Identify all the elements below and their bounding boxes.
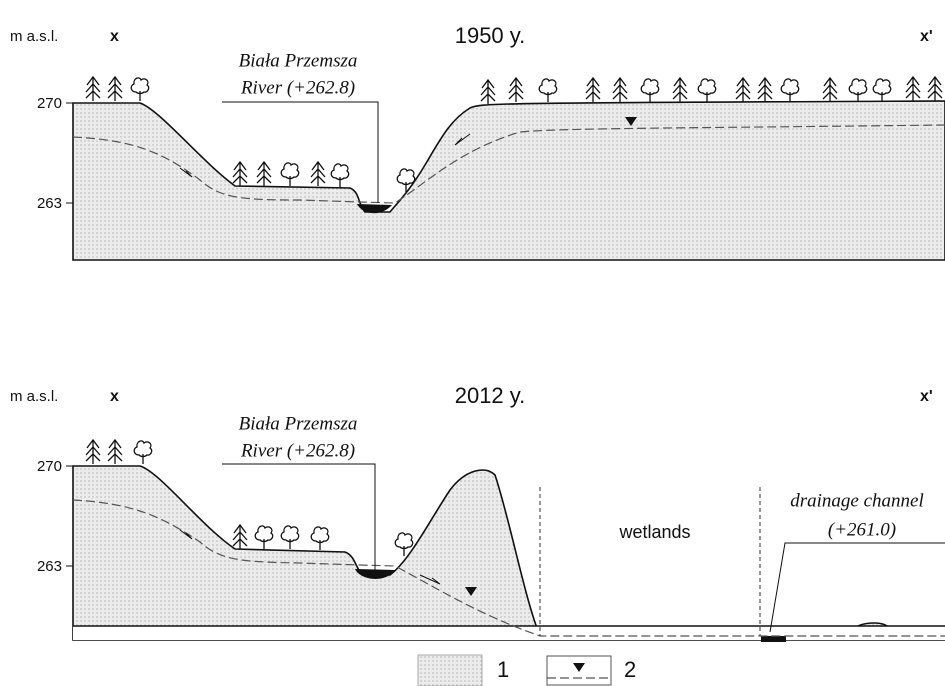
tree (255, 526, 272, 549)
drainage-channel (761, 636, 786, 642)
cross-section-diagram: m a.s.l. x 1950 y. x' 270 263 Biała Prze… (0, 0, 945, 686)
tree (736, 78, 750, 102)
panel-2012: m a.s.l. x 2012 y. x' 270 263 wetlands B… (10, 383, 945, 642)
tree (257, 162, 271, 186)
tree (781, 79, 798, 102)
end-label: x' (920, 28, 933, 45)
terrain (73, 101, 945, 260)
river-name: Biała Przemsza (239, 413, 358, 434)
tree (509, 78, 523, 102)
y-tick-label: 263 (37, 558, 62, 575)
panel-title: 2012 y. (455, 383, 526, 408)
tree (823, 78, 837, 102)
tree (928, 77, 942, 101)
tree (873, 79, 890, 102)
legend-label: 2 (624, 657, 636, 682)
tree (481, 80, 495, 104)
y-tick-label: 270 (37, 458, 62, 475)
start-label: x (110, 28, 119, 45)
tree (849, 79, 866, 102)
tree (758, 78, 772, 102)
panel-title: 1950 y. (455, 23, 526, 48)
river-level: River (+262.8) (240, 440, 355, 461)
tree (586, 78, 600, 102)
river-level: River (+262.8) (240, 77, 355, 98)
panel-1950: m a.s.l. x 1950 y. x' 270 263 Biała Prze… (10, 23, 945, 260)
y-tick-label: 263 (37, 195, 62, 212)
tree (108, 77, 122, 101)
tree (906, 77, 920, 101)
tree (233, 162, 247, 186)
start-label: x (110, 388, 119, 405)
y-tick-label: 270 (37, 95, 62, 112)
tree (86, 77, 100, 101)
legend: 1 2 (418, 655, 636, 686)
tree (108, 440, 122, 464)
drainage-name: drainage channel (790, 490, 924, 511)
tree (331, 164, 348, 187)
tree (131, 78, 148, 101)
tree (641, 79, 658, 102)
tree (86, 440, 100, 464)
tree (281, 526, 298, 549)
wetlands-label: wetlands (618, 522, 690, 542)
tree (613, 78, 627, 102)
tree (134, 441, 151, 464)
mask (73, 626, 945, 640)
end-label: x' (920, 388, 933, 405)
unit-label: m a.s.l. (10, 28, 58, 45)
legend-label: 1 (497, 657, 509, 682)
drainage-level: (+261.0) (828, 519, 896, 540)
unit-label: m a.s.l. (10, 388, 58, 405)
tree (281, 163, 298, 186)
tree (311, 527, 328, 550)
leader-line (770, 543, 945, 632)
legend-swatch-ground (418, 655, 482, 686)
tree (233, 525, 247, 549)
tree (311, 162, 325, 186)
tree (698, 79, 715, 102)
tree (673, 78, 687, 102)
river-name: Biała Przemsza (239, 50, 358, 71)
tree (539, 79, 556, 102)
